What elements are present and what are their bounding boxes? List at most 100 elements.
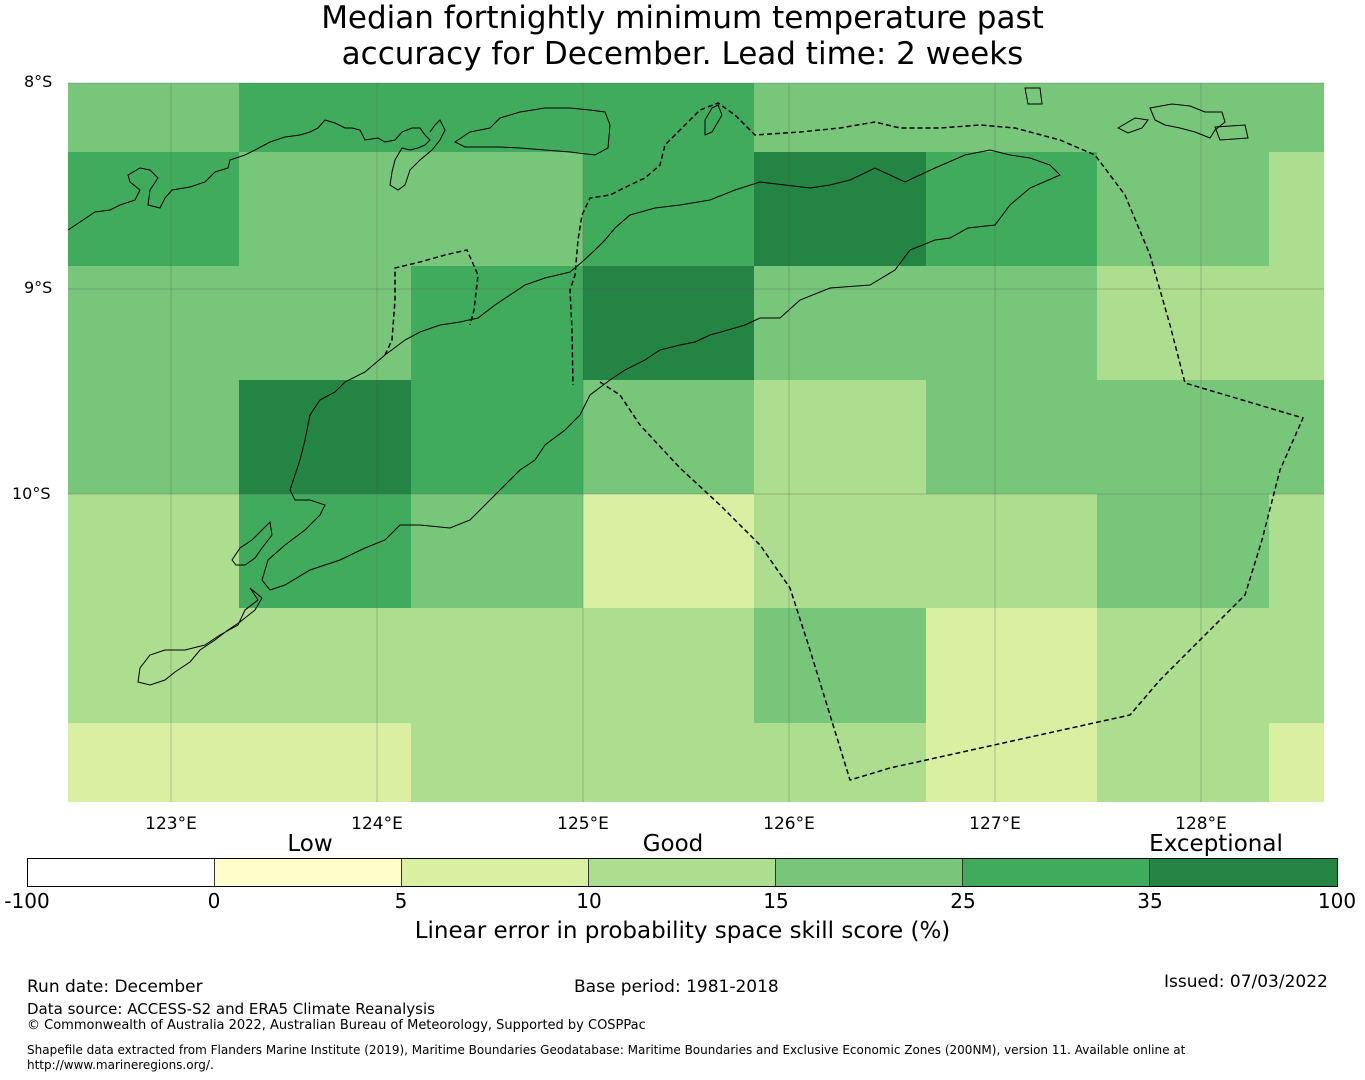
coastline-wetar	[1149, 103, 1226, 139]
grid-cell	[411, 494, 583, 608]
grid-cell	[1097, 83, 1269, 152]
copyright: © Commonwealth of Australia 2022, Austra…	[27, 1018, 646, 1033]
grid-cell	[1269, 152, 1324, 266]
coastline-islet-1	[1024, 87, 1043, 105]
grid-cell	[583, 266, 754, 380]
legend-category-exceptional: Exceptional	[1149, 831, 1283, 857]
grid-cell	[754, 380, 926, 494]
grid-cell	[411, 152, 583, 266]
shapefile-credit-line-2: http://www.marineregions.org/.	[27, 1058, 214, 1072]
grid-cell	[754, 83, 926, 152]
colorbar-tick: 0	[207, 889, 221, 913]
grid-cell	[583, 494, 754, 608]
lon-label-127e: 127°E	[969, 814, 1021, 834]
grid-cell	[583, 723, 754, 802]
shapefile-credit-line-1: Shapefile data extracted from Flanders M…	[27, 1043, 1186, 1057]
grid-cell	[926, 723, 1097, 802]
maritime-boundary-enclave	[384, 249, 479, 356]
legend-category-low: Low	[287, 831, 333, 857]
grid-cell	[411, 83, 583, 152]
grid-cell	[68, 723, 239, 802]
grid-cell	[239, 494, 411, 608]
colorbar-segment	[402, 859, 589, 886]
colorbar-segment	[589, 859, 776, 886]
lon-label-128e: 128°E	[1175, 814, 1227, 834]
grid-cell	[411, 723, 583, 802]
grid-cell	[583, 608, 754, 723]
skill-score-map	[67, 82, 1324, 802]
run-date: Run date: December	[27, 977, 203, 997]
colorbar-segment	[963, 859, 1150, 886]
lon-label-123e: 123°E	[145, 814, 197, 834]
colorbar-tick: 35	[1137, 889, 1163, 913]
grid-cell	[68, 380, 239, 494]
grid-cell	[1269, 83, 1324, 152]
grid-cell	[239, 266, 411, 380]
grid-cell	[754, 266, 926, 380]
skill-grid-cells	[68, 83, 1324, 802]
grid-cell	[68, 608, 239, 723]
lat-label-10s: 10°S	[12, 484, 51, 503]
grid-cell	[1269, 266, 1324, 380]
graticule	[68, 82, 1324, 802]
grid-cell	[68, 83, 239, 152]
coastline-atauro	[704, 104, 723, 136]
grid-cell	[1097, 608, 1269, 723]
grid-cell	[583, 152, 754, 266]
grid-cell	[1097, 494, 1269, 608]
coastline-timor	[261, 149, 1061, 591]
grid-cell	[1269, 494, 1324, 608]
lon-label-124e: 124°E	[351, 814, 403, 834]
colorbar-label: Linear error in probability space skill …	[414, 918, 951, 944]
grid-cell	[1269, 723, 1324, 802]
coastline-roti	[137, 587, 263, 686]
grid-cell	[239, 723, 411, 802]
grid-cell	[1097, 380, 1269, 494]
maritime-boundary	[569, 102, 1305, 781]
lon-label-126e: 126°E	[763, 814, 815, 834]
legend-category-good: Good	[642, 831, 704, 857]
issued-date: Issued: 07/03/2022	[1164, 972, 1328, 992]
grid-cell	[926, 266, 1097, 380]
colorbar-tick: 25	[950, 889, 976, 913]
grid-cell	[926, 494, 1097, 608]
lon-label-125e: 125°E	[557, 814, 609, 834]
grid-cell	[754, 608, 926, 723]
lat-label-8s: 8°S	[24, 72, 53, 91]
grid-cell	[411, 266, 583, 380]
colorbar-segment	[1150, 859, 1337, 886]
coastline-alor	[454, 107, 611, 156]
grid-cell	[1097, 152, 1269, 266]
grid-cell	[68, 494, 239, 608]
colorbar-tick: 100	[1317, 889, 1357, 913]
colorbar-tick: 15	[763, 889, 789, 913]
grid-cell	[754, 494, 926, 608]
coastline-semau	[231, 520, 273, 566]
map-title-line-2: accuracy for December. Lead time: 2 week…	[341, 36, 1024, 72]
grid-cell	[1269, 380, 1324, 494]
grid-cell	[926, 83, 1097, 152]
colorbar-segment	[776, 859, 963, 886]
grid-cell	[1097, 723, 1269, 802]
coastlines	[67, 87, 1249, 686]
coastline-islet-2	[1116, 117, 1149, 134]
coastline-flores	[67, 119, 446, 231]
colorbar	[27, 858, 1338, 887]
grid-cell	[411, 608, 583, 723]
colorbar-tick: -100	[4, 889, 50, 913]
grid-cell	[1097, 266, 1269, 380]
grid-cell	[926, 380, 1097, 494]
grid-cell	[239, 380, 411, 494]
base-period: Base period: 1981-2018	[574, 977, 779, 997]
colorbar-tick: 10	[576, 889, 602, 913]
colorbar-segment	[215, 859, 402, 886]
grid-cell	[411, 380, 583, 494]
grid-cell	[68, 152, 239, 266]
grid-cell	[926, 608, 1097, 723]
grid-cell	[754, 152, 926, 266]
grid-cell	[239, 608, 411, 723]
data-source: Data source: ACCESS-S2 and ERA5 Climate …	[27, 1000, 435, 1018]
grid-cell	[754, 723, 926, 802]
grid-cell	[1269, 608, 1324, 723]
grid-cell	[239, 152, 411, 266]
